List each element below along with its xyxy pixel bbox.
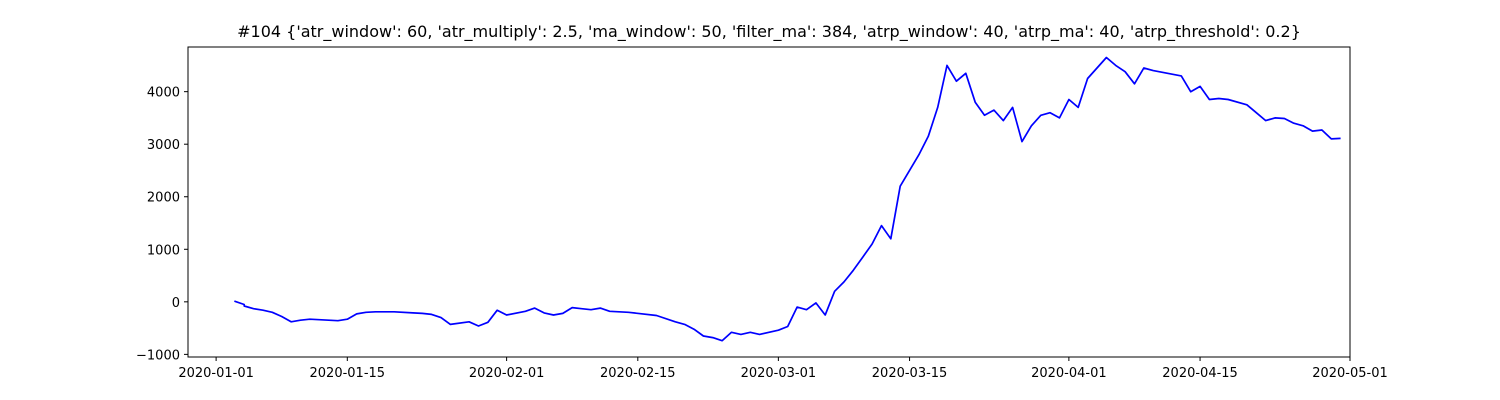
y-tick-label: −1000 xyxy=(136,348,180,363)
y-tick-label: 1000 xyxy=(147,243,180,258)
plot-frame xyxy=(187,46,1351,358)
y-tick-label: 0 xyxy=(172,296,180,311)
x-tick-label: 2020-04-15 xyxy=(1162,366,1238,381)
x-tick-label: 2020-03-01 xyxy=(741,366,817,381)
chart-title: #104 {'atr_window': 60, 'atr_multiply': … xyxy=(237,22,1301,41)
series-line-0 xyxy=(234,56,1341,342)
x-tick-label: 2020-01-01 xyxy=(178,366,254,381)
x-tick-label: 2020-03-15 xyxy=(872,366,948,381)
x-tick-label: 2020-02-15 xyxy=(600,366,676,381)
x-tick-label: 2020-02-01 xyxy=(469,366,545,381)
y-tick-label: 4000 xyxy=(147,86,180,101)
y-tick-label: 2000 xyxy=(147,191,180,206)
x-tick-label: 2020-04-01 xyxy=(1031,366,1107,381)
y-tick-label: 3000 xyxy=(147,138,180,153)
x-tick-label: 2020-05-01 xyxy=(1312,366,1388,381)
x-tick-label: 2020-01-15 xyxy=(310,366,386,381)
